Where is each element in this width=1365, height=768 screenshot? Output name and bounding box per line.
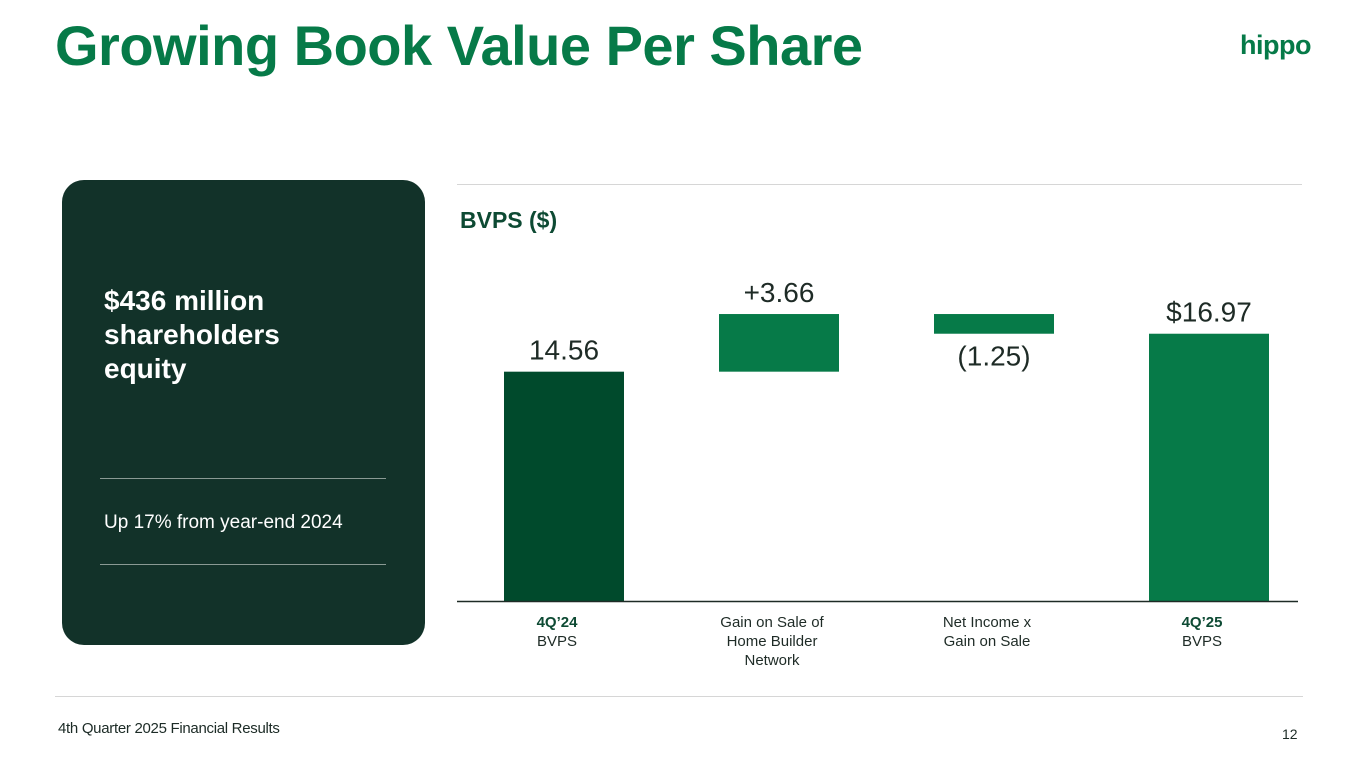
data-label: (1.25) xyxy=(957,341,1030,372)
x-tick-label: Gain on Sale xyxy=(944,633,1031,650)
equity-headline: $436 million shareholders equity xyxy=(104,285,280,384)
data-label: +3.66 xyxy=(744,277,815,308)
page-number: 12 xyxy=(1282,726,1298,742)
waterfall-bar xyxy=(719,314,839,372)
x-tick-label: Net Income x xyxy=(943,614,1032,631)
data-label: $16.97 xyxy=(1166,297,1252,328)
waterfall-bar xyxy=(1149,333,1269,601)
footer-text: 4th Quarter 2025 Financial Results xyxy=(58,720,280,737)
hippo-logo: hippo xyxy=(1240,30,1311,60)
footer-divider xyxy=(55,696,1303,697)
chart-title: BVPS ($) xyxy=(460,207,558,233)
x-tick-label: Gain on Sale of xyxy=(720,614,824,631)
x-tick-label: BVPS xyxy=(537,633,577,650)
chart-top-divider xyxy=(457,184,1302,185)
equity-card: $436 million shareholders equity Up 17% … xyxy=(62,180,425,645)
slide-title: Growing Book Value Per Share xyxy=(55,14,863,77)
x-tick-label: Network xyxy=(744,652,800,669)
card-divider-top xyxy=(100,478,386,479)
data-label: 14.56 xyxy=(529,335,599,366)
card-divider-bottom xyxy=(100,564,386,565)
waterfall-bar xyxy=(504,371,624,601)
x-tick-label: Home Builder xyxy=(727,633,818,650)
waterfall-bar xyxy=(934,314,1054,334)
x-tick-label: 4Q’24 xyxy=(537,614,579,631)
x-tick-label: BVPS xyxy=(1182,633,1222,650)
x-tick-label: 4Q’25 xyxy=(1182,614,1223,631)
equity-growth-text: Up 17% from year-end 2024 xyxy=(104,512,343,533)
